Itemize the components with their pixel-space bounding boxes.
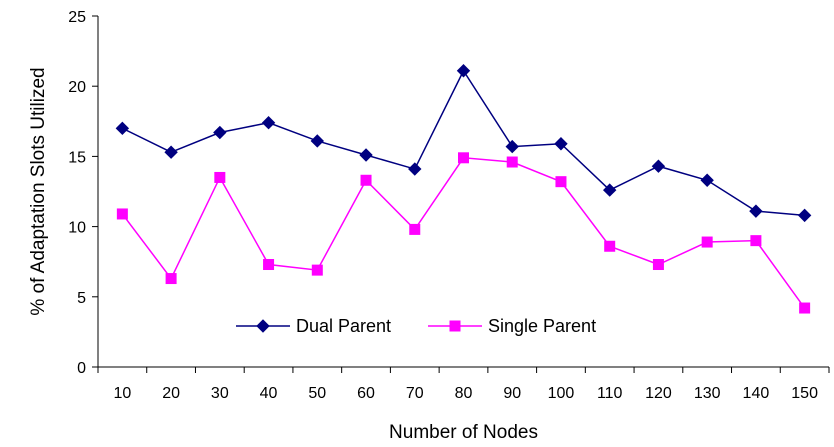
data-point-single-parent bbox=[116, 208, 128, 220]
data-point-single-parent bbox=[506, 156, 518, 168]
legend-marker bbox=[256, 319, 270, 333]
x-tick-label: 140 bbox=[743, 385, 770, 402]
series-single-parent bbox=[116, 152, 811, 314]
data-point-dual-parent bbox=[700, 173, 714, 187]
series-layer bbox=[115, 64, 812, 314]
x-tick-label: 40 bbox=[260, 385, 278, 402]
x-axis-title: Number of Nodes bbox=[389, 422, 538, 443]
data-point-single-parent bbox=[165, 273, 177, 285]
series-line-dual-parent bbox=[122, 69, 805, 217]
x-ticks: 10 20 30 40 50 60 70 80 90 100 110 120 130 140 150 bbox=[97, 367, 830, 402]
x-tick-label: 80 bbox=[455, 385, 473, 402]
data-point-dual-parent bbox=[213, 125, 227, 140]
data-point-dual-parent bbox=[261, 115, 276, 130]
x-tick-label: 110 bbox=[597, 385, 623, 402]
data-point-single-parent bbox=[409, 223, 421, 235]
data-point-single-parent bbox=[652, 259, 664, 271]
data-point-single-parent bbox=[360, 174, 372, 186]
data-point-single-parent bbox=[263, 259, 275, 271]
data-point-dual-parent bbox=[115, 121, 130, 136]
y-tick-label: 20 bbox=[68, 79, 86, 96]
legend-item-dual-parent: Dual Parent bbox=[236, 316, 391, 336]
x-tick-label: 10 bbox=[113, 385, 131, 402]
axes bbox=[97, 16, 829, 368]
data-point-dual-parent bbox=[456, 64, 471, 78]
x-tick-label: 30 bbox=[211, 385, 229, 402]
y-tick-label: 10 bbox=[68, 220, 86, 237]
x-tick-label: 130 bbox=[694, 385, 721, 402]
data-point-dual-parent bbox=[164, 145, 178, 159]
y-tick-label: 0 bbox=[77, 360, 86, 377]
data-point-single-parent bbox=[750, 235, 762, 247]
legend: Dual Parent Single Parent bbox=[236, 316, 596, 336]
x-tick-label: 120 bbox=[645, 385, 672, 402]
data-point-single-parent bbox=[555, 176, 567, 188]
data-point-dual-parent bbox=[359, 148, 373, 162]
x-tick-label: 20 bbox=[162, 385, 180, 402]
legend-label: Dual Parent bbox=[296, 316, 391, 336]
data-point-dual-parent bbox=[554, 137, 568, 151]
data-point-dual-parent bbox=[651, 159, 666, 173]
x-tick-label: 150 bbox=[791, 385, 818, 402]
legend-marker bbox=[449, 320, 461, 332]
x-tick-label: 70 bbox=[406, 385, 424, 402]
data-point-single-parent bbox=[311, 264, 323, 276]
legend-item-single-parent: Single Parent bbox=[428, 316, 596, 336]
x-tick-label: 100 bbox=[548, 385, 575, 402]
x-tick-label: 90 bbox=[503, 385, 521, 402]
y-tick-label: 25 bbox=[68, 9, 86, 26]
y-ticks: 0 5 10 15 20 25 bbox=[68, 9, 98, 377]
x-tick-label: 50 bbox=[308, 385, 326, 402]
data-point-single-parent bbox=[214, 171, 226, 183]
y-tick-label: 5 bbox=[77, 290, 86, 307]
y-tick-label: 15 bbox=[68, 149, 86, 166]
data-point-dual-parent bbox=[408, 162, 422, 176]
x-tick-label: 60 bbox=[357, 385, 375, 402]
data-point-dual-parent bbox=[749, 204, 763, 218]
legend-label: Single Parent bbox=[488, 316, 596, 336]
y-axis-title: % of Adaptation Slots Utilized bbox=[28, 67, 49, 315]
data-point-single-parent bbox=[799, 302, 811, 314]
series-dual-parent bbox=[115, 64, 812, 223]
data-point-single-parent bbox=[604, 240, 616, 252]
data-point-dual-parent bbox=[602, 183, 617, 197]
data-point-single-parent bbox=[458, 152, 469, 164]
data-point-dual-parent bbox=[797, 208, 812, 223]
data-point-single-parent bbox=[701, 236, 713, 248]
data-point-dual-parent bbox=[310, 134, 325, 148]
data-point-dual-parent bbox=[505, 139, 519, 154]
